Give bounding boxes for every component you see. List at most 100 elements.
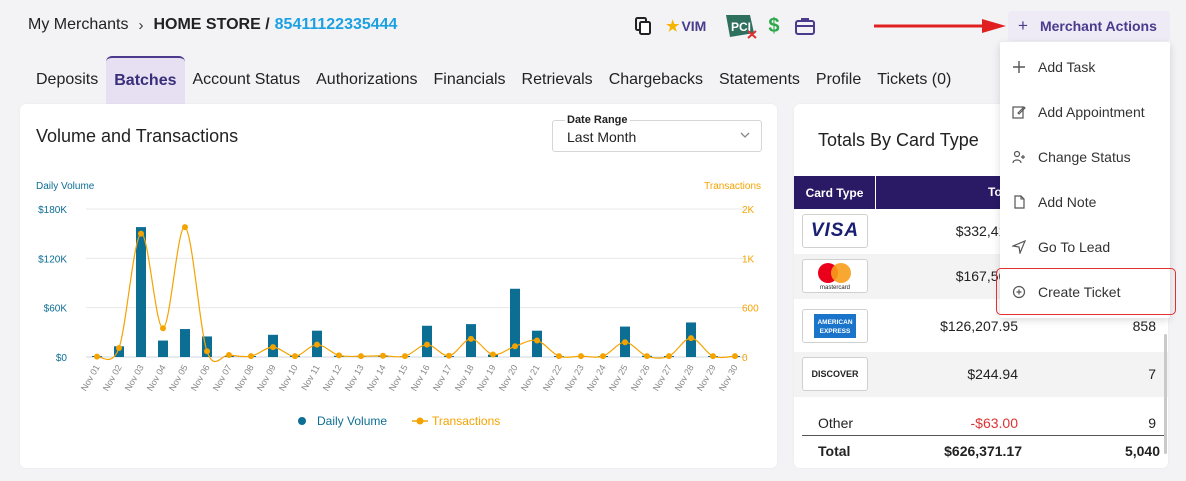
menu-item-change-status[interactable]: Change Status [1000, 134, 1170, 179]
date-range-select[interactable]: Date Range Last Month [552, 114, 762, 152]
line-point [468, 335, 474, 342]
menu-item-go-to-lead[interactable]: Go To Lead [1000, 224, 1170, 269]
y-tick-label: $120K [38, 254, 67, 265]
line-point [226, 351, 232, 358]
line-point [644, 353, 650, 360]
tab-batches[interactable]: Batches [106, 56, 185, 104]
svg-text:AMERICAN: AMERICAN [817, 319, 852, 326]
x-tick-label: Nov 07 [211, 363, 234, 393]
menu-item-create-ticket[interactable]: Create Ticket [1000, 269, 1170, 314]
tab-account-status[interactable]: Account Status [192, 71, 301, 88]
pci-label: PCI [731, 20, 751, 34]
vim-badge[interactable]: ★ VIM [666, 17, 706, 35]
bar [532, 330, 542, 357]
dollar-icon[interactable]: $ [768, 14, 780, 37]
bar [202, 336, 212, 357]
card-title: Volume and Transactions [36, 126, 239, 146]
x-tick-label: Nov 17 [431, 363, 454, 393]
svg-text:EXPRESS: EXPRESS [820, 328, 851, 335]
line-point [248, 353, 254, 360]
table-row-other: Other -$63.00 9 [794, 401, 1168, 446]
svg-text:mastercard: mastercard [820, 285, 850, 291]
y2-tick-label: 0 [742, 353, 748, 364]
x-tick-label: Nov 19 [475, 363, 498, 393]
y2-tick-label: 2K [742, 205, 755, 216]
line-point [292, 353, 298, 360]
merchant-actions-menu: Add Task Add Appointment Change Status A… [1000, 42, 1170, 318]
tab-retrievals[interactable]: Retrievals [521, 71, 593, 88]
edit-icon [1000, 105, 1038, 119]
bar [422, 325, 432, 357]
line-point [138, 230, 144, 237]
x-tick-label: Nov 26 [629, 363, 652, 393]
tab-deposits[interactable]: Deposits [36, 71, 99, 88]
menu-item-add-note[interactable]: Add Note [1000, 179, 1170, 224]
count-cell: 858 [1132, 318, 1156, 334]
legend-label-transactions: Transactions [432, 414, 500, 428]
bar [136, 227, 146, 357]
x-tick-label: Nov 25 [607, 363, 630, 393]
legend-label-daily-volume: Daily Volume [317, 414, 387, 428]
note-icon [1000, 194, 1038, 209]
scrollbar[interactable] [1164, 334, 1167, 454]
tab-financials[interactable]: Financials [433, 71, 506, 88]
create-ticket-highlight-annotation [996, 268, 1176, 315]
briefcase-icon[interactable] [795, 17, 816, 35]
navigation-icon [1000, 239, 1038, 254]
line-point [116, 344, 122, 351]
tab-profile[interactable]: Profile [815, 71, 862, 88]
y2-tick-label: 1K [742, 254, 755, 265]
x-tick-label: Nov 01 [79, 363, 102, 393]
x-tick-label: Nov 24 [585, 363, 608, 393]
x-tick-label: Nov 15 [387, 363, 410, 393]
line-point [688, 335, 694, 342]
count-cell: 7 [1148, 366, 1156, 382]
table-row: AMERICAN EXPRESS $126,207.95 858 [794, 304, 1168, 349]
date-range-label: Date Range [565, 114, 630, 126]
menu-item-add-appointment[interactable]: Add Appointment [1000, 89, 1170, 134]
legend-marker-transactions [416, 417, 424, 425]
x-tick-label: Nov 08 [233, 363, 256, 393]
menu-item-add-task[interactable]: Add Task [1000, 44, 1170, 89]
x-tick-label: Nov 20 [497, 363, 520, 393]
line-point [182, 224, 188, 231]
bar [114, 346, 124, 357]
x-tick-label: Nov 22 [541, 363, 564, 393]
merchant-actions-button[interactable]: + Merchant Actions [1008, 11, 1170, 41]
breadcrumb-store: HOME STORE / [153, 16, 270, 33]
line-point [358, 353, 364, 360]
line-point [578, 353, 584, 360]
line-point [556, 353, 562, 360]
merchant-id-link[interactable]: 85411122335444 [274, 16, 398, 33]
line-point [600, 353, 606, 360]
menu-item-label: Add Note [1038, 193, 1097, 210]
x-tick-label: Nov 13 [343, 363, 366, 393]
copy-icon[interactable] [634, 16, 652, 36]
line-point [402, 353, 408, 360]
y-tick-label: $60K [44, 304, 68, 315]
menu-item-label: Add Appointment [1038, 103, 1145, 120]
x-tick-label: Nov 14 [365, 363, 388, 393]
count-cell: 9 [1148, 415, 1156, 431]
x-tick-label: Nov 09 [255, 363, 278, 393]
breadcrumb-root[interactable]: My Merchants [28, 16, 129, 33]
line-point [490, 351, 496, 358]
merchant-actions-label: Merchant Actions [1039, 18, 1157, 34]
line-point [534, 337, 540, 344]
amex-logo: AMERICAN EXPRESS [802, 309, 868, 343]
user-plus-icon [1000, 150, 1038, 164]
visa-logo: VISA [802, 214, 868, 248]
x-tick-label: Nov 16 [409, 363, 432, 393]
amount-cell: $626,371.17 [944, 443, 1022, 459]
row-label: Other [818, 415, 854, 431]
star-icon: ★ [666, 18, 680, 35]
series-line-transactions [96, 226, 736, 363]
tab-statements[interactable]: Statements [718, 71, 800, 88]
tab-chargebacks[interactable]: Chargebacks [608, 71, 703, 88]
pci-icon[interactable]: PCI [724, 14, 758, 39]
plus-circle-icon [1000, 285, 1038, 299]
bar [158, 340, 168, 357]
tab-authorizations[interactable]: Authorizations [316, 71, 418, 88]
tab-tickets-0[interactable]: Tickets (0) [877, 71, 952, 88]
plus-icon: + [1018, 16, 1028, 35]
